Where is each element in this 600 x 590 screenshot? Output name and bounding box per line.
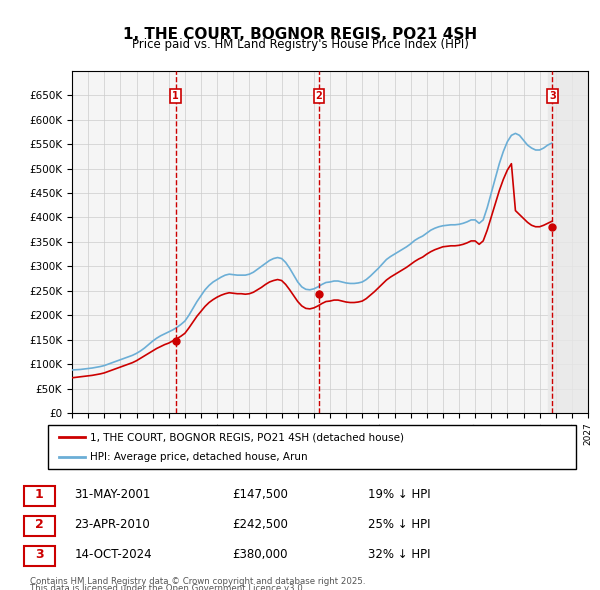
Text: 2: 2 [316,91,322,101]
Text: 1: 1 [35,488,44,501]
Text: 23-APR-2010: 23-APR-2010 [74,518,150,531]
Text: 14-OCT-2024: 14-OCT-2024 [74,548,152,561]
Text: 19% ↓ HPI: 19% ↓ HPI [368,488,430,501]
Text: £147,500: £147,500 [232,488,288,501]
Text: 1: 1 [172,91,179,101]
Text: 31-MAY-2001: 31-MAY-2001 [74,488,151,501]
FancyBboxPatch shape [23,546,55,566]
Text: 3: 3 [549,91,556,101]
Text: 2: 2 [35,518,44,531]
Text: £242,500: £242,500 [232,518,288,531]
Text: Price paid vs. HM Land Registry's House Price Index (HPI): Price paid vs. HM Land Registry's House … [131,38,469,51]
FancyBboxPatch shape [23,516,55,536]
Text: 1, THE COURT, BOGNOR REGIS, PO21 4SH: 1, THE COURT, BOGNOR REGIS, PO21 4SH [123,27,477,41]
Text: This data is licensed under the Open Government Licence v3.0.: This data is licensed under the Open Gov… [30,584,305,590]
Text: HPI: Average price, detached house, Arun: HPI: Average price, detached house, Arun [90,452,308,461]
FancyBboxPatch shape [23,486,55,506]
Text: £380,000: £380,000 [232,548,288,561]
Text: 1, THE COURT, BOGNOR REGIS, PO21 4SH (detached house): 1, THE COURT, BOGNOR REGIS, PO21 4SH (de… [90,432,404,442]
Text: 32% ↓ HPI: 32% ↓ HPI [368,548,430,561]
Text: Contains HM Land Registry data © Crown copyright and database right 2025.: Contains HM Land Registry data © Crown c… [30,577,365,586]
Text: 25% ↓ HPI: 25% ↓ HPI [368,518,430,531]
FancyBboxPatch shape [48,425,576,469]
Text: 3: 3 [35,548,43,561]
